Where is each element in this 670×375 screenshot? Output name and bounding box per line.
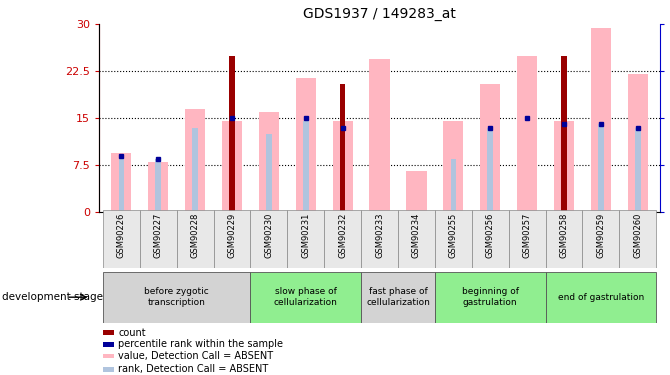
Text: GSM90227: GSM90227 [153,213,163,258]
Text: GSM90260: GSM90260 [633,213,643,258]
Text: count: count [118,328,145,338]
Text: GSM90233: GSM90233 [375,213,384,258]
Bar [398,210,435,268]
Text: fast phase of
cellularization: fast phase of cellularization [366,288,430,307]
Text: rank, Detection Call = ABSENT: rank, Detection Call = ABSENT [118,364,268,374]
Bar [251,210,287,268]
Text: GSM90232: GSM90232 [338,213,347,258]
Bar [155,159,161,212]
Bar [222,121,242,212]
Text: GSM90230: GSM90230 [265,213,273,258]
Bar [214,210,251,268]
Bar [332,121,353,212]
Bar [103,354,114,358]
Bar [545,272,656,322]
Bar [582,210,619,268]
Bar [111,153,131,212]
Bar [140,210,177,268]
Text: GSM90226: GSM90226 [117,213,126,258]
Bar [251,272,361,322]
Text: GSM90228: GSM90228 [190,213,200,258]
Bar [561,56,567,212]
Bar [361,272,435,322]
Bar [619,210,656,268]
Bar [266,134,271,212]
Bar [103,210,140,268]
Bar [324,210,361,268]
Bar [103,342,114,347]
Bar [295,78,316,212]
Text: before zygotic
transcription: before zygotic transcription [144,288,209,307]
Bar [509,210,545,268]
Bar [435,210,472,268]
Title: GDS1937 / 149283_at: GDS1937 / 149283_at [303,7,456,21]
Bar [517,56,537,212]
Bar [480,84,500,212]
Bar [561,124,567,212]
Bar [369,59,390,212]
Bar [340,84,346,212]
Bar [545,210,582,268]
Bar [103,272,251,322]
Bar [554,121,574,212]
Bar [488,128,493,212]
Text: GSM90229: GSM90229 [228,213,237,258]
Bar [103,367,114,372]
Bar [628,74,648,212]
Bar [185,109,205,212]
Text: beginning of
gastrulation: beginning of gastrulation [462,288,519,307]
Bar [259,112,279,212]
Bar [406,171,427,212]
Bar [472,210,509,268]
Bar [148,162,168,212]
Bar [303,121,308,212]
Bar [635,128,641,212]
Text: end of gastrulation: end of gastrulation [558,292,644,302]
Bar [177,210,214,268]
Bar [361,210,398,268]
Bar [287,210,324,268]
Bar [192,128,198,212]
Bar [451,159,456,212]
Bar [229,56,234,212]
Bar [340,128,346,212]
Text: percentile rank within the sample: percentile rank within the sample [118,339,283,349]
Text: value, Detection Call = ABSENT: value, Detection Call = ABSENT [118,351,273,361]
Text: GSM90257: GSM90257 [523,213,531,258]
Text: GSM90231: GSM90231 [302,213,310,258]
Bar [443,121,464,212]
Text: GSM90256: GSM90256 [486,213,494,258]
Text: slow phase of
cellularization: slow phase of cellularization [274,288,338,307]
Text: development stage: development stage [2,292,103,302]
Bar [591,27,611,212]
Bar [598,124,604,212]
Text: GSM90259: GSM90259 [596,213,606,258]
Text: GSM90234: GSM90234 [412,213,421,258]
Bar [103,330,114,335]
Text: GSM90255: GSM90255 [449,213,458,258]
Bar [435,272,545,322]
Bar [119,156,124,212]
Text: GSM90258: GSM90258 [559,213,569,258]
